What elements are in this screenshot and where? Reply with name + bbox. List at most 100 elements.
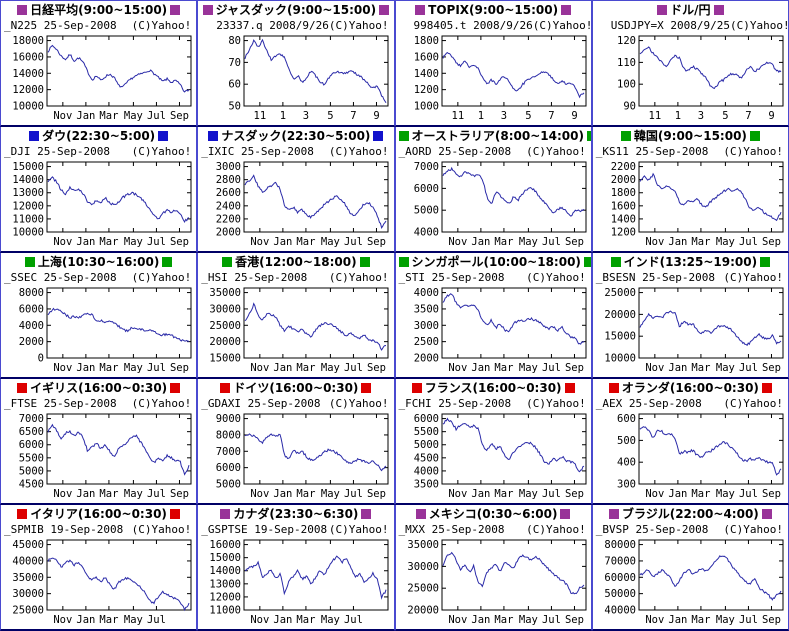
svg-text:5000: 5000 (216, 479, 241, 491)
price-chart[interactable]: 4000 3500 3000 2500 2000 Nov Jan Mar May Jul Sep (397, 285, 590, 376)
plot-frame (441, 539, 587, 611)
svg-text:2000: 2000 (413, 353, 438, 365)
market-chart-cell-ftse[interactable]: イギリス(16:00~0:30) _FTSE 25-Sep-2008 (C)Yaho… (0, 379, 198, 505)
market-chart-cell-gdaxi[interactable]: ドイツ(16:00~0:30) _GDAXI 25-Sep-2008 (C)Yaho… (197, 379, 395, 505)
marker-square-icon (169, 508, 180, 519)
svg-text:15000: 15000 (13, 161, 45, 173)
svg-text:Mar: Mar (691, 362, 710, 374)
svg-text:Nov: Nov (448, 614, 467, 626)
svg-text:13000: 13000 (13, 187, 45, 199)
ticker-and-date: _GSPTSE 19-Sep-2008 (201, 523, 328, 536)
market-chart-cell-dji[interactable]: ダウ(22:30~5:00) _DJI 25-Sep-2008 (C)Yahoo! 1… (0, 127, 198, 253)
market-chart-cell-mxx[interactable]: メキシコ(0:30~6:00) _MXX 25-Sep-2008 (C)Yahoo!… (394, 505, 592, 631)
svg-text:Jul: Jul (147, 362, 166, 374)
market-chart-cell-bvsp[interactable]: ブラジル(22:00~4:00) _BVSP 25-Sep-2008 (C)Yaho… (591, 505, 789, 631)
svg-text:120: 120 (617, 35, 636, 47)
chart-subtitle: _STI 25-Sep-2008 (C)Yahoo! (396, 271, 591, 285)
svg-text:Mar: Mar (297, 362, 316, 374)
chart-subtitle: _AEX 25-Sep-2008 (C)Yahoo! (593, 397, 788, 411)
market-chart-cell-ssec[interactable]: 上海(10:30~16:00) _SSEC 25-Sep-2008 (C)Yahoo… (0, 253, 198, 379)
market-chart-cell-23337.q[interactable]: ジャスダック(9:00~15:00) 23337.q 2008/9/26 (C)Ya… (197, 1, 395, 127)
market-name: 韓国(9:00~15:00) (633, 129, 747, 143)
price-chart[interactable]: 80000 70000 60000 50000 40000 Nov Jan Mar May Jul… (594, 537, 787, 628)
ticker-and-date: _FTSE 25-Sep-2008 (4, 397, 117, 410)
copyright-label: (C)Yahoo! (526, 271, 586, 284)
svg-text:4500: 4500 (413, 452, 438, 464)
svg-text:May: May (519, 614, 538, 626)
svg-text:1200: 1200 (611, 227, 636, 239)
market-chart-cell-bsesn[interactable]: インド(13:25~19:00) _BSESN 25-Sep-2008 (C)Yah… (591, 253, 789, 379)
svg-text:10000: 10000 (13, 227, 45, 239)
svg-text:Sep: Sep (170, 236, 189, 248)
axes: 80000 70000 60000 50000 40000 Nov Jan Mar May Jul… (604, 539, 783, 626)
svg-text:Mar: Mar (100, 236, 119, 248)
price-chart[interactable]: 8000 6000 4000 2000 0 Nov Jan Mar May Jul Sep (2, 285, 195, 376)
svg-text:May: May (519, 236, 538, 248)
marker-square-icon (17, 508, 28, 519)
svg-text:600: 600 (617, 413, 636, 425)
price-chart[interactable]: 35000 30000 25000 20000 15000 Nov Jan Mar May Jul… (199, 285, 392, 376)
svg-text:40000: 40000 (604, 605, 636, 617)
price-chart[interactable]: 9000 8000 7000 6000 5000 Nov Jan Mar May Jul Sep (199, 411, 392, 502)
ticker-and-date: _MXX 25-Sep-2008 (398, 523, 505, 536)
svg-text:Jan: Jan (274, 614, 293, 626)
svg-text:18000: 18000 (13, 35, 45, 47)
market-name: 日経平均(9:00~15:00) (30, 3, 168, 17)
market-chart-cell-fchi[interactable]: フランス(16:00~0:30) _FCHI 25-Sep-2008 (C)Yaho… (394, 379, 592, 505)
axes: 8000 6000 4000 2000 0 Nov Jan Mar May Jul Sep (19, 287, 192, 374)
market-chart-cell-hsi[interactable]: 香港(12:00~18:00) _HSI 25-Sep-2008 (C)Yahoo!… (197, 253, 395, 379)
svg-text:7: 7 (745, 110, 751, 122)
svg-text:Nov: Nov (645, 488, 664, 500)
price-chart[interactable]: 35000 30000 25000 20000 Nov Jan Mar May Jul Sep (397, 537, 590, 628)
ticker-and-date: _STI 25-Sep-2008 (398, 271, 505, 284)
chart-subtitle: _GDAXI 25-Sep-2008 (C)Yahoo! (198, 397, 393, 411)
price-chart[interactable]: 25000 20000 15000 10000 Nov Jan Mar May Jul Sep (594, 285, 787, 376)
svg-text:6000: 6000 (413, 183, 438, 195)
market-chart-cell-spmib[interactable]: イタリア(16:00~0:30) _SPMIB 19-Sep-2008 (C)Yah… (0, 505, 198, 631)
market-chart-cell-ks11[interactable]: 韓国(9:00~15:00) _KS11 25-Sep-2008 (C)Yahoo!… (591, 127, 789, 253)
market-chart-cell-ixic[interactable]: ナスダック(22:30~5:00) _IXIC 25-Sep-2008 (C)Yah… (197, 127, 395, 253)
svg-text:20000: 20000 (210, 336, 242, 348)
svg-text:4000: 4000 (413, 227, 438, 239)
chart-title: ドル/円 (593, 1, 788, 19)
market-chart-cell-sti[interactable]: シンガポール(10:00~18:00) _STI 25-Sep-2008 (C)Ya… (394, 253, 592, 379)
market-chart-cell-998405.t[interactable]: TOPIX(9:00~15:00) 998405.t 2008/9/26 (C)Ya… (394, 1, 592, 127)
market-chart-cell-gsptse[interactable]: カナダ(23:30~6:30) _GSPTSE 19-Sep-2008 (C)Yah… (197, 505, 395, 631)
chart-subtitle: _IXIC 25-Sep-2008 (C)Yahoo! (198, 145, 393, 159)
chart-subtitle: _SPMIB 19-Sep-2008 (C)Yahoo! (1, 523, 196, 537)
price-chart[interactable]: 600 500 400 300 Nov Jan Mar May Jul Sep (594, 411, 787, 502)
svg-text:Nov: Nov (53, 236, 72, 248)
svg-text:May: May (321, 236, 340, 248)
svg-text:Mar: Mar (100, 614, 119, 626)
price-chart[interactable]: 45000 40000 35000 30000 25000 Nov Jan Mar May Jul (2, 537, 195, 628)
marker-square-icon (610, 256, 621, 267)
marker-square-icon (202, 4, 213, 15)
marker-square-icon (560, 508, 571, 519)
market-chart-cell-n225[interactable]: 日経平均(9:00~15:00) _N225 25-Sep-2008 (C)Yaho… (0, 1, 198, 127)
svg-text:2000: 2000 (216, 227, 241, 239)
market-name: ドル/円 (670, 3, 711, 17)
market-chart-cell-usdjpy=x[interactable]: ドル/円 USDJPY=X 2008/9/25 (C)Yahoo! 120 110 100… (591, 1, 789, 127)
marker-square-icon (620, 130, 631, 141)
svg-text:Jul: Jul (739, 488, 758, 500)
market-chart-cell-aex[interactable]: オランダ(16:00~0:30) _AEX 25-Sep-2008 (C)Yahoo… (591, 379, 789, 505)
marker-square-icon (411, 382, 422, 393)
price-chart[interactable]: 7000 6000 5000 4000 Nov Jan Mar May Jul Sep (397, 159, 590, 250)
svg-text:2200: 2200 (216, 213, 241, 225)
market-chart-cell-aord[interactable]: オーストラリア(8:00~14:00) _AORD 25-Sep-2008 (C)Y… (394, 127, 592, 253)
price-chart[interactable]: 18000 16000 14000 12000 10000 Nov Jan Mar May Jul… (2, 33, 195, 124)
svg-text:7000: 7000 (19, 413, 44, 425)
